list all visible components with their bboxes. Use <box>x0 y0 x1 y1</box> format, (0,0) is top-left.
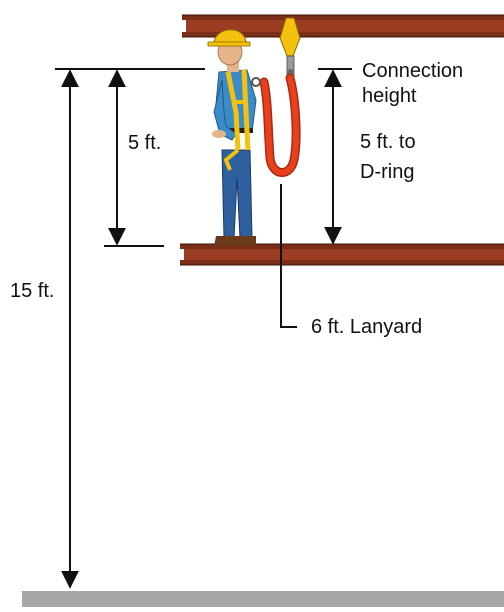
connection-height-label-line2: height <box>362 85 417 107</box>
five-ft-to-d-ring-label-line2: D-ring <box>360 161 415 183</box>
lower-beam <box>180 243 504 266</box>
lanyard-label: 6 ft. Lanyard <box>311 316 423 338</box>
worker-figure <box>207 29 261 246</box>
fifteen-ft-label: 15 ft. <box>10 280 55 302</box>
upper-beam <box>182 14 504 38</box>
connection-height-label-line1: Connection <box>362 60 464 82</box>
lanyard-leader-line <box>280 184 297 328</box>
lanyard <box>259 17 301 177</box>
five-ft-to-d-ring-label-line1: 5 ft. to <box>360 131 416 153</box>
five-ft-label: 5 ft. <box>128 132 162 154</box>
dimension-lines <box>55 68 352 589</box>
ground <box>22 591 504 607</box>
